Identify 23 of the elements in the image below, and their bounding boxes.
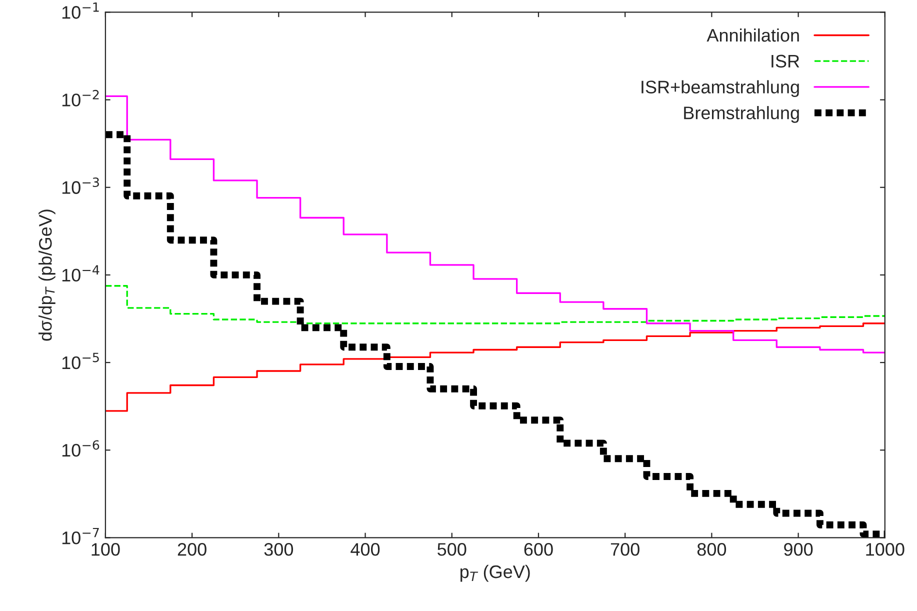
x-tick-label: 100 <box>92 543 120 556</box>
x-tick-label: 800 <box>697 543 726 556</box>
legend-label: ISR+beamstrahlung <box>642 80 799 98</box>
x-tick-label: 600 <box>524 543 553 556</box>
legend-label: ISR <box>772 54 800 68</box>
y-tick-label: 10$^{−6}$ <box>62 440 100 457</box>
y-tick-label: 10$^{−2}$ <box>62 90 99 106</box>
x-tick-label: 700 <box>610 543 640 556</box>
x-tick-label: 300 <box>264 543 294 556</box>
y-tick-label: 10$^{−4}$ <box>62 265 100 282</box>
x-axis-title: p$_{T}$ (GeV) <box>460 564 530 582</box>
x-tick-label: 500 <box>438 543 466 556</box>
y-axis-title: dσ/dp$_{T}$ (pb/GeV) <box>38 210 56 341</box>
y-tick-label: 10$^{−5}$ <box>62 352 99 370</box>
x-tick-label: 400 <box>350 543 380 556</box>
legend-label: Annihilation <box>706 28 799 42</box>
legend-label: Bremstrahlung <box>684 106 799 123</box>
x-tick-label: 200 <box>178 543 206 556</box>
y-tick-label: 10$^{−3}$ <box>62 177 99 194</box>
x-tick-label: 900 <box>784 543 813 556</box>
y-tick-label: 10$^{−1}$ <box>62 2 99 19</box>
x-tick-label: 1000 <box>866 543 904 556</box>
y-tick-label: 10$^{−7}$ <box>62 528 99 544</box>
